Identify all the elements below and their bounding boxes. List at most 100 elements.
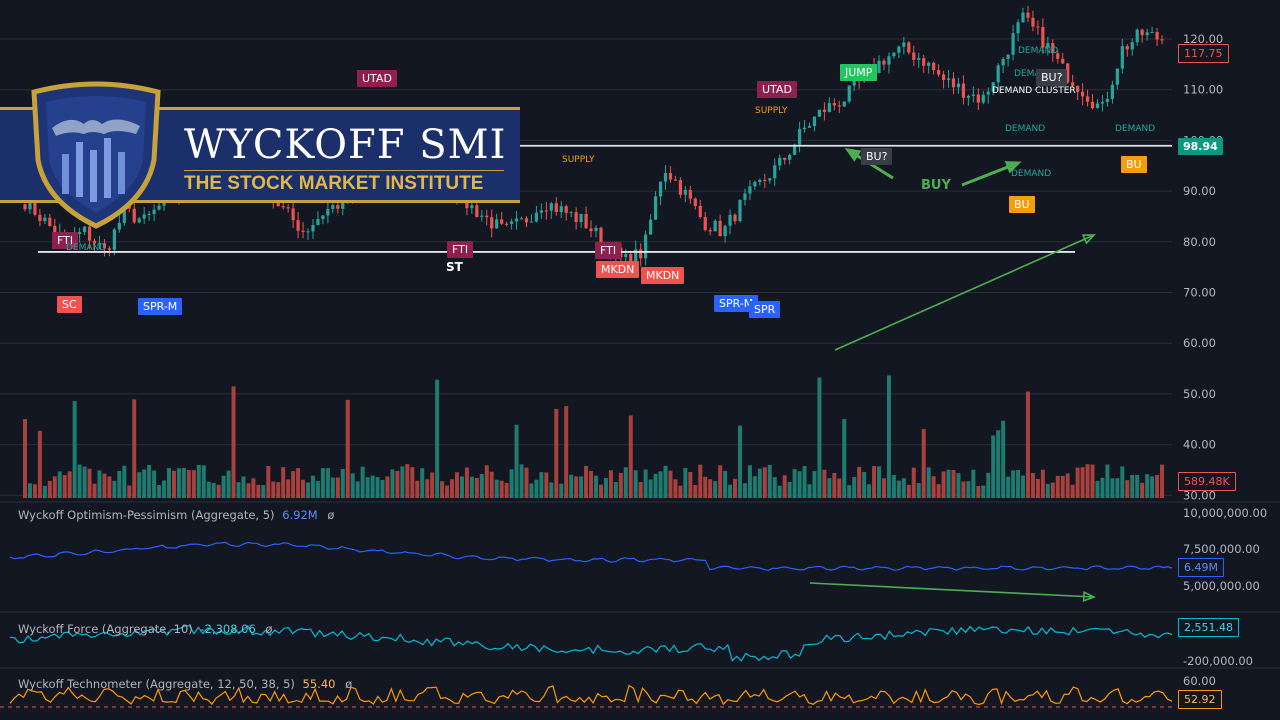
candle-body	[142, 214, 146, 219]
candle-body	[23, 204, 27, 210]
volume-bar	[181, 467, 186, 498]
volume-bar	[608, 470, 613, 498]
candle-body	[922, 58, 926, 66]
candle-body	[524, 218, 529, 223]
candle-body	[788, 154, 792, 160]
tech-title-text: Wyckoff Technometer (Aggregate, 12, 50, …	[18, 677, 295, 691]
candle-body	[981, 94, 985, 103]
volume-bar	[658, 471, 663, 498]
volume-bar	[281, 467, 286, 498]
eye-icon[interactable]: ø	[327, 508, 335, 522]
volume-bar	[509, 469, 514, 498]
candle-body	[306, 231, 310, 233]
candle-body	[673, 179, 678, 181]
volume-bar	[777, 485, 782, 498]
volume-bar	[72, 401, 77, 498]
candle-body	[554, 203, 558, 213]
volume-bar	[464, 467, 469, 498]
candle-body	[634, 249, 638, 267]
wyckoff-label-demand: DEMAND	[66, 243, 107, 253]
candle-body	[649, 219, 653, 235]
volume-bar	[529, 483, 534, 498]
force-pane-title[interactable]: Wyckoff Force (Aggregate, 10) -2,308.06 …	[18, 622, 273, 636]
tech-pane-title[interactable]: Wyckoff Technometer (Aggregate, 12, 50, …	[18, 677, 352, 691]
volume-bar	[306, 482, 311, 498]
force-value: -2,308.06	[200, 622, 256, 636]
op-pane-title[interactable]: Wyckoff Optimism-Pessimism (Aggregate, 5…	[18, 508, 334, 522]
candle-body	[584, 214, 588, 229]
volume-bar	[201, 465, 206, 498]
volume-bar	[142, 469, 147, 498]
candle-body	[678, 180, 683, 195]
wyckoff-label-mkdn: MKDN	[596, 261, 640, 278]
price-tick-label: 60.00	[1183, 336, 1216, 350]
wyckoff-label-fti: FTI	[447, 241, 474, 258]
volume-bar	[330, 477, 335, 498]
volume-bar	[1035, 478, 1040, 498]
volume-bar	[261, 485, 266, 498]
candle-body	[773, 165, 777, 179]
volume-bar	[708, 479, 713, 498]
wyckoff-label-supply: SUPPLY	[562, 155, 595, 165]
eye-icon[interactable]: ø	[265, 622, 273, 636]
volume-bar	[911, 467, 916, 498]
volume-bar	[340, 469, 345, 498]
wyckoff-label-demand: DEMAND	[1011, 169, 1052, 179]
volume-bar	[211, 482, 216, 498]
wyckoff-label-fti: FTI	[52, 232, 79, 249]
volume-bar	[628, 415, 633, 498]
candle-body	[1076, 85, 1080, 92]
candle-body	[753, 181, 757, 187]
indicator-tick-label: -200,000.00	[1183, 654, 1253, 668]
candle-body	[668, 173, 673, 180]
candle-body	[475, 205, 479, 217]
eye-icon[interactable]: ø	[345, 677, 353, 691]
volume-bar	[246, 483, 251, 498]
candle-body	[991, 82, 995, 92]
volume-bar	[787, 481, 792, 498]
candle-body	[549, 203, 553, 211]
candle-body	[837, 105, 841, 107]
volume-bar	[966, 481, 971, 498]
volume-bar	[921, 429, 926, 498]
candle-body	[1115, 68, 1119, 85]
candle-body	[912, 52, 916, 60]
volume-bar	[971, 469, 976, 498]
volume-bar	[633, 470, 638, 498]
candle-body	[564, 206, 568, 213]
volume-bar	[1115, 478, 1120, 498]
candle-body	[296, 220, 300, 231]
volume-bar	[1016, 469, 1021, 498]
wyckoff-label-spr-m: SPR-M	[138, 298, 183, 315]
candle-body	[529, 221, 534, 223]
candle-body	[817, 109, 822, 117]
volume-bar	[42, 485, 47, 498]
candle-body	[1066, 63, 1070, 83]
candle-body	[490, 217, 494, 229]
indicator-tick-label: 7,500,000.00	[1183, 542, 1260, 556]
candle-body	[946, 78, 951, 80]
volume-bar	[430, 472, 435, 498]
volume-bar	[276, 482, 281, 498]
volume-bar	[772, 477, 777, 498]
volume-bar	[559, 483, 564, 498]
candle-body	[1150, 32, 1154, 34]
volume-bar	[296, 468, 301, 498]
candle-body	[927, 62, 931, 66]
candle-body	[311, 225, 315, 232]
candle-body	[807, 126, 812, 128]
candle-body	[683, 189, 687, 195]
volume-bar	[32, 484, 37, 498]
candle-body	[1011, 33, 1015, 55]
volume-bar	[375, 477, 380, 498]
volume-bar	[544, 472, 549, 498]
volume-bar	[147, 464, 152, 498]
price-axis[interactable]: 120.00110.00100.0090.0080.0070.0060.0050…	[1183, 32, 1267, 688]
volume-bar	[1075, 467, 1080, 498]
price-tick-label: 90.00	[1183, 184, 1216, 198]
volume-bar	[231, 386, 236, 498]
candle-body	[97, 243, 102, 245]
volume-bar	[797, 471, 802, 498]
tech-last-badge: 52.92	[1178, 690, 1222, 709]
volume-bar	[718, 465, 723, 498]
